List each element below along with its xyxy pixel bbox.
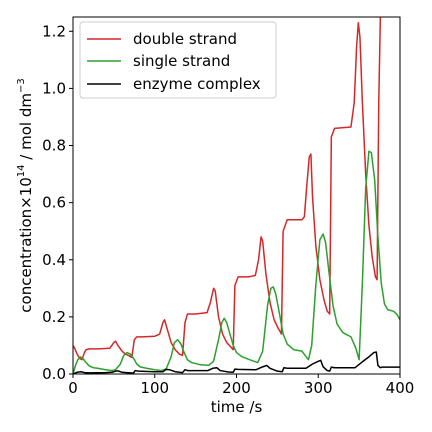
y-axis-label-base: concentration×10 [17, 177, 35, 313]
y-axis-label-exponent: 14 [16, 164, 27, 177]
legend-label-single-strand: single strand [133, 52, 230, 70]
series-layer [73, 17, 400, 374]
x-tick-label: 100 [140, 379, 169, 397]
x-tick-label: 200 [222, 379, 251, 397]
y-axis-label: concentration×1014 / mol dm−3 [16, 78, 35, 312]
legend-label-enzyme-complex: enzyme complex [133, 75, 261, 93]
x-axis: 0 100 200 300 400 [68, 374, 414, 397]
y-tick-label: 0.2 [42, 308, 66, 326]
series-line-enzyme-complex [73, 351, 400, 374]
x-tick-label: 300 [304, 379, 333, 397]
y-tick-label: 0.8 [42, 137, 66, 155]
y-tick-label: 1.2 [42, 22, 66, 40]
y-tick-label: 1.0 [42, 79, 66, 97]
y-tick-label: 0.6 [42, 194, 66, 212]
x-axis-label: time /s [211, 398, 263, 416]
y-axis: 0.0 0.2 0.4 0.6 0.8 1.0 1.2 [42, 22, 73, 383]
x-tick-label: 0 [68, 379, 78, 397]
y-axis-label-unit: / mol dm [17, 93, 35, 164]
x-tick-label: 400 [386, 379, 415, 397]
y-axis-label-unit-exponent: −3 [16, 78, 27, 93]
y-tick-label: 0.0 [42, 365, 66, 383]
series-line-double-strand [73, 17, 382, 361]
series-line-single-strand [73, 150, 400, 374]
legend-box [79, 21, 277, 99]
y-tick-label: 0.4 [42, 251, 66, 269]
legend-label-double-strand: double strand [133, 30, 237, 48]
legend: double strand single strand enzyme compl… [79, 21, 277, 99]
